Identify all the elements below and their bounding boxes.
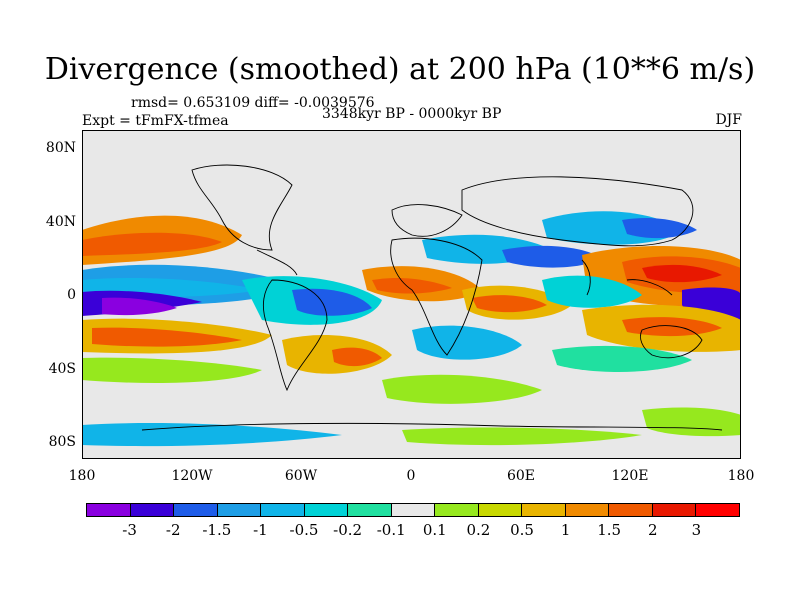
colorbar-segment xyxy=(174,504,218,516)
x-tick-0: 0 xyxy=(406,468,416,484)
field-blob xyxy=(92,327,242,347)
x-tick-120e: 120E xyxy=(611,468,649,484)
colorbar-segment xyxy=(565,504,610,516)
colorbar-segment xyxy=(304,504,349,516)
field-blob xyxy=(382,374,542,404)
field-blob xyxy=(82,423,342,447)
colorbar-segment xyxy=(391,504,436,516)
colorbar-segment xyxy=(87,504,131,516)
colorbar-segment xyxy=(217,504,262,516)
field-blob xyxy=(542,275,642,308)
field-blob xyxy=(102,297,177,316)
y-tick-0: 0 xyxy=(67,287,76,303)
field-blob xyxy=(622,317,722,337)
field-blob xyxy=(332,347,382,367)
x-tick-180w: 180 xyxy=(68,468,96,484)
colorbar-label: 0.5 xyxy=(510,521,534,539)
colorbar-segment xyxy=(348,504,392,516)
field-blob xyxy=(642,407,741,437)
coastline xyxy=(640,325,703,359)
colorbar-segment xyxy=(609,504,653,516)
colorbar-label: -1.5 xyxy=(202,521,232,539)
field-blob xyxy=(402,427,642,446)
field-blob xyxy=(412,325,522,360)
colorbar-label: 0.2 xyxy=(466,521,491,539)
stats-label: rmsd= 0.653109 diff= -0.0039576 xyxy=(131,95,375,111)
x-tick-120w: 120W xyxy=(171,468,213,484)
field-blob xyxy=(472,295,547,313)
colorbar-segment xyxy=(478,504,523,516)
colorbar-label: 1 xyxy=(560,521,571,539)
x-tick-60w: 60W xyxy=(284,468,318,484)
coastline xyxy=(256,249,298,276)
colorbar-label: 1.5 xyxy=(597,521,622,539)
coastline xyxy=(262,279,328,392)
colorbar-label: 0.1 xyxy=(422,521,447,539)
x-tick-180e: 180 xyxy=(727,468,755,484)
coastline xyxy=(626,279,673,296)
field-blob xyxy=(552,345,692,372)
colorbar-segment xyxy=(435,504,479,516)
map-title: Divergence (smoothed) at 200 hPa (10**6 … xyxy=(44,52,756,87)
colorbar-segment xyxy=(652,504,697,516)
coastline xyxy=(390,237,483,356)
coastline xyxy=(461,176,694,247)
colorbar-segment xyxy=(522,504,566,516)
map-plot-area xyxy=(82,130,741,459)
experiment-label: Expt = tFmFX-tfmea xyxy=(82,113,229,129)
field-blob xyxy=(622,218,697,239)
divergence-field xyxy=(82,164,741,447)
coastline xyxy=(581,259,591,296)
y-tick-80n: 80N xyxy=(45,140,76,156)
field-blob xyxy=(642,264,722,283)
colorbar-label: -3 xyxy=(122,521,137,539)
colorbar-label: 3 xyxy=(691,521,702,539)
coastline xyxy=(191,164,293,251)
field-blob xyxy=(82,357,262,383)
period-label: 3348kyr BP - 0000kyr BP xyxy=(322,106,502,122)
season-label: DJF xyxy=(715,112,742,128)
colorbar-segment xyxy=(261,504,305,516)
field-blob xyxy=(372,277,452,294)
colorbar-segment xyxy=(130,504,175,516)
field-blob xyxy=(82,232,222,256)
y-tick-40s: 40S xyxy=(48,361,76,377)
coastline xyxy=(141,422,723,431)
colorbar-label: -1 xyxy=(253,521,268,539)
coastline xyxy=(391,204,463,237)
colorbar-label: 2 xyxy=(648,521,658,539)
colorbar xyxy=(86,503,740,517)
field-blob xyxy=(292,288,372,316)
colorbar-segment xyxy=(696,504,739,516)
y-tick-40n: 40N xyxy=(45,214,76,230)
x-tick-60e: 60E xyxy=(506,468,536,484)
colorbar-label: -2 xyxy=(165,521,181,539)
field-blob xyxy=(502,245,602,268)
colorbar-label: -0.1 xyxy=(376,521,406,539)
colorbar-label: -0.5 xyxy=(289,521,319,539)
y-tick-80s: 80S xyxy=(48,434,76,450)
colorbar-label: -0.2 xyxy=(333,521,363,539)
